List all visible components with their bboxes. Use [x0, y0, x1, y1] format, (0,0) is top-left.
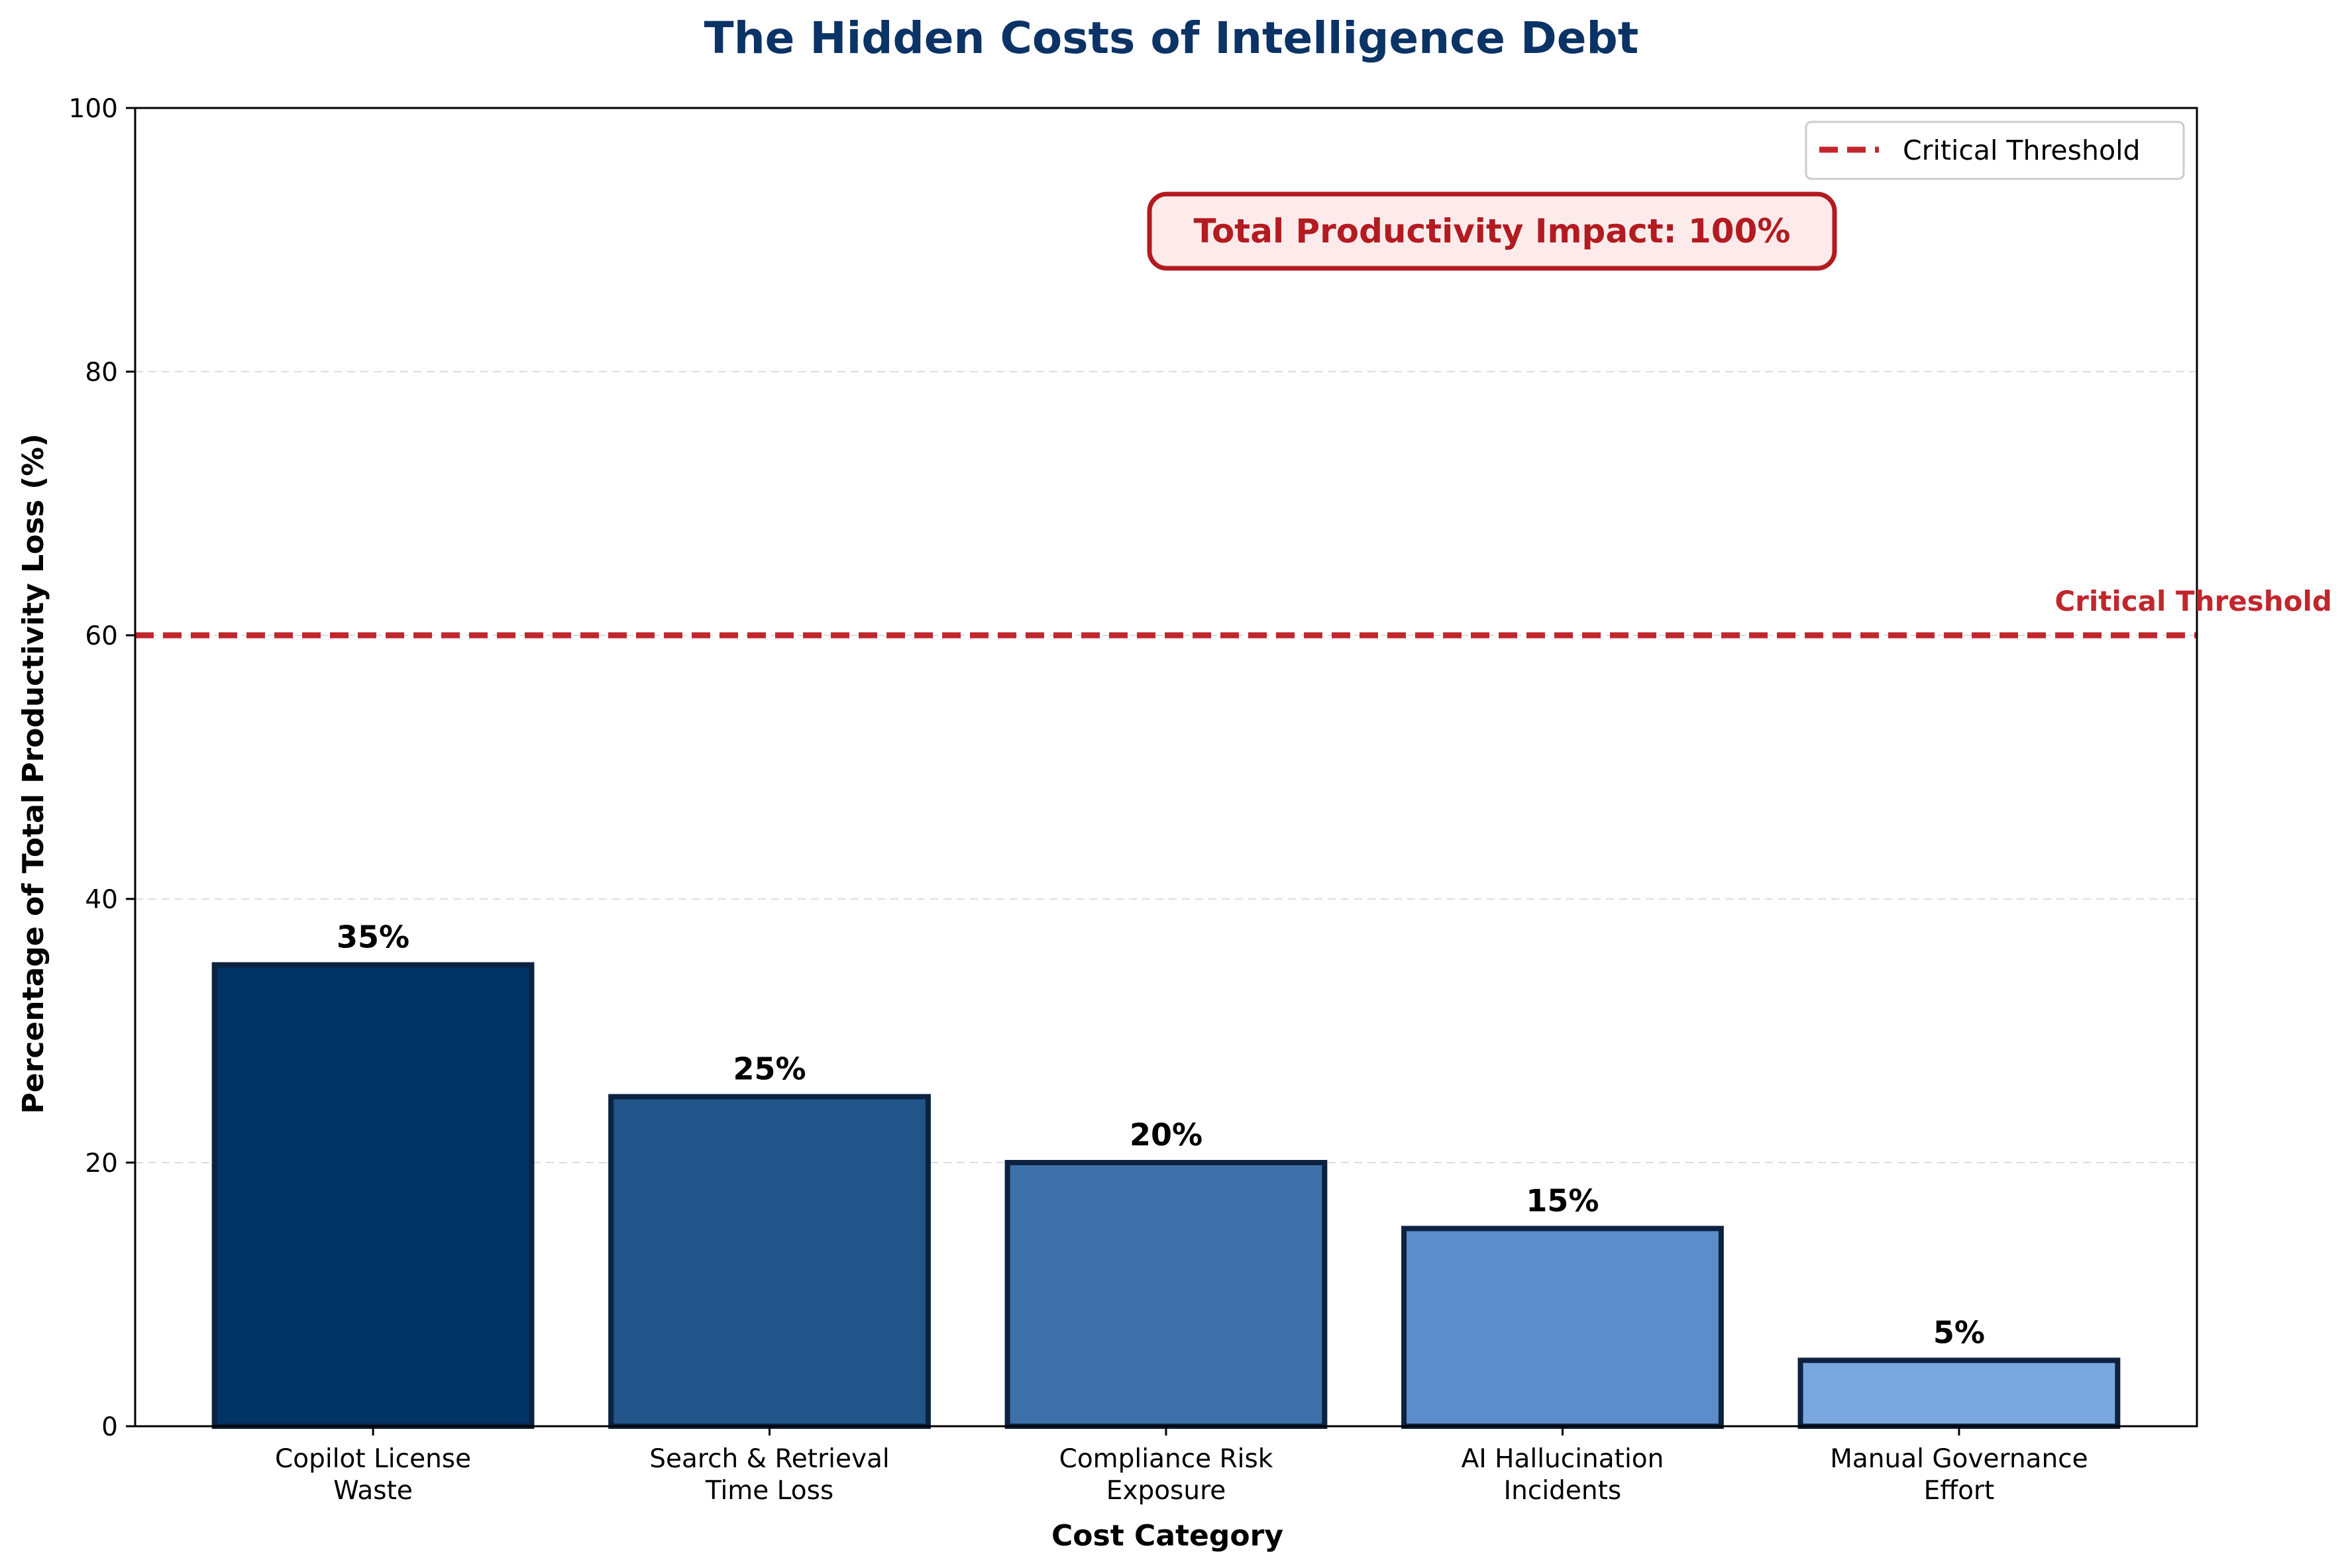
x-tick-label-line: AI Hallucination — [1462, 1444, 1664, 1474]
annotation-box-background — [1147, 191, 1837, 271]
x-axis-label: Cost Category — [1051, 1519, 1283, 1553]
y-tick-label-60: 60 — [85, 621, 118, 651]
x-tick-label-5: Manual Governance Effort — [1830, 1444, 2088, 1506]
x-tick-label-4: AI Hallucination Incidents — [1462, 1444, 1664, 1506]
bar-5 — [1797, 1357, 2121, 1429]
y-tick-label-100: 100 — [69, 94, 118, 124]
y-tick-label-40: 40 — [85, 885, 118, 915]
annotation-box: Total Productivity Impact: 100% — [1147, 191, 1837, 271]
x-tick-label-line: Time Loss — [705, 1476, 833, 1506]
y-tick-label-20: 20 — [85, 1149, 118, 1178]
x-tick-label-line: Compliance Risk — [1059, 1444, 1273, 1474]
x-tick-label-2: Search & Retrieval Time Loss — [649, 1444, 890, 1506]
x-tick-label-line: Effort — [1924, 1476, 1995, 1506]
x-tick-label-line: Waste — [333, 1476, 413, 1506]
bar-2 — [608, 1094, 931, 1429]
x-tick-label-3: Compliance Risk Exposure — [1059, 1444, 1273, 1506]
y-tick-label-0: 0 — [101, 1412, 118, 1442]
bar-1 — [211, 962, 535, 1429]
bar-4 — [1401, 1226, 1724, 1429]
bar-3 — [1004, 1160, 1328, 1429]
bars-group — [211, 962, 2121, 1429]
value-label-3: 20% — [1130, 1117, 1202, 1153]
y-tick-label-80: 80 — [85, 358, 118, 388]
chart-title: The Hidden Costs of Intelligence Debt — [704, 13, 1639, 64]
value-label-5: 5% — [1933, 1315, 1985, 1351]
x-tick-label-line: Incidents — [1504, 1476, 1622, 1506]
legend: Critical Threshold — [1805, 121, 2185, 180]
x-tick-label-line: Exposure — [1106, 1476, 1226, 1506]
value-label-4: 15% — [1526, 1183, 1599, 1219]
y-axis-label: Percentage of Total Productivity Loss (%… — [17, 434, 50, 1114]
legend-frame — [1805, 121, 2185, 180]
threshold-label: Critical Threshold — [2054, 585, 2332, 617]
value-label-1: 35% — [337, 919, 409, 955]
value-labels-group: 35% 25% 20% 15% 5% — [337, 919, 1985, 1351]
x-tick-label-line: Search & Retrieval — [649, 1444, 890, 1474]
x-tick-label-line: Copilot License — [275, 1444, 471, 1474]
value-label-2: 25% — [733, 1051, 806, 1087]
annotation-text: Total Productivity Impact: 100% — [1193, 212, 1790, 250]
x-tick-label-line: Manual Governance — [1830, 1444, 2088, 1474]
y-tick-labels: 0 20 40 60 80 100 — [69, 94, 135, 1442]
x-tick-labels: Copilot License Waste Search & Retrieval Ti… — [275, 1426, 2088, 1506]
x-tick-label-1: Copilot License Waste — [275, 1444, 471, 1506]
legend-entry-critical-threshold: Critical Threshold — [1903, 134, 2141, 166]
